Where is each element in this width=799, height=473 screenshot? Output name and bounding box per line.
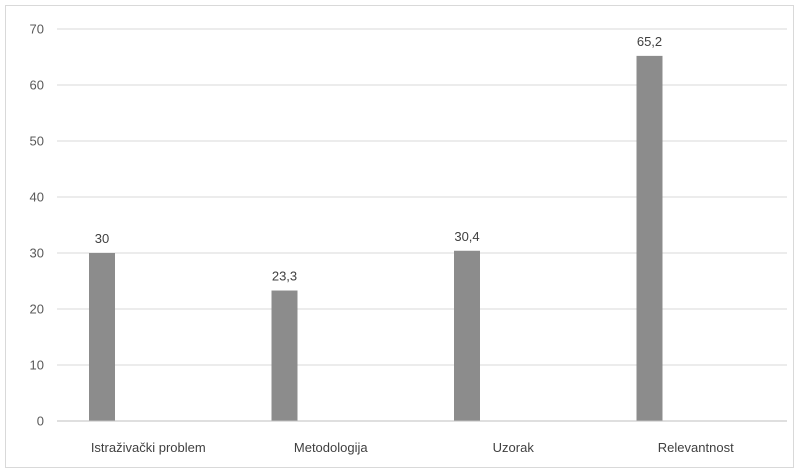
data-labels: 30 23,3 30,4 65,2 xyxy=(95,34,662,284)
y-tick-label: 60 xyxy=(30,78,44,93)
data-label: 65,2 xyxy=(637,34,662,49)
y-tick-label: 30 xyxy=(30,246,44,261)
bar xyxy=(89,253,115,421)
x-axis-category-labels: Istraživački problem Metodologija Uzorak Re… xyxy=(91,440,734,455)
bar xyxy=(454,250,480,421)
bar xyxy=(636,55,663,421)
bars xyxy=(89,55,663,421)
y-tick-label: 50 xyxy=(30,134,44,149)
x-category-label: Istraživački problem xyxy=(91,440,206,455)
y-tick-label: 10 xyxy=(30,358,44,373)
y-tick-label: 0 xyxy=(37,414,44,429)
data-label: 23,3 xyxy=(272,269,297,284)
y-tick-label: 20 xyxy=(30,302,44,317)
y-tick-label: 70 xyxy=(30,22,44,37)
y-axis-tick-labels: 0 10 20 30 40 50 60 70 xyxy=(30,22,44,429)
x-category-label: Relevantnost xyxy=(658,440,734,455)
data-label: 30,4 xyxy=(454,229,479,244)
y-tick-label: 40 xyxy=(30,190,44,205)
x-category-label: Uzorak xyxy=(493,440,535,455)
data-label: 30 xyxy=(95,231,109,246)
x-category-label: Metodologija xyxy=(294,440,368,455)
bar xyxy=(271,290,298,421)
gridlines xyxy=(57,28,787,366)
